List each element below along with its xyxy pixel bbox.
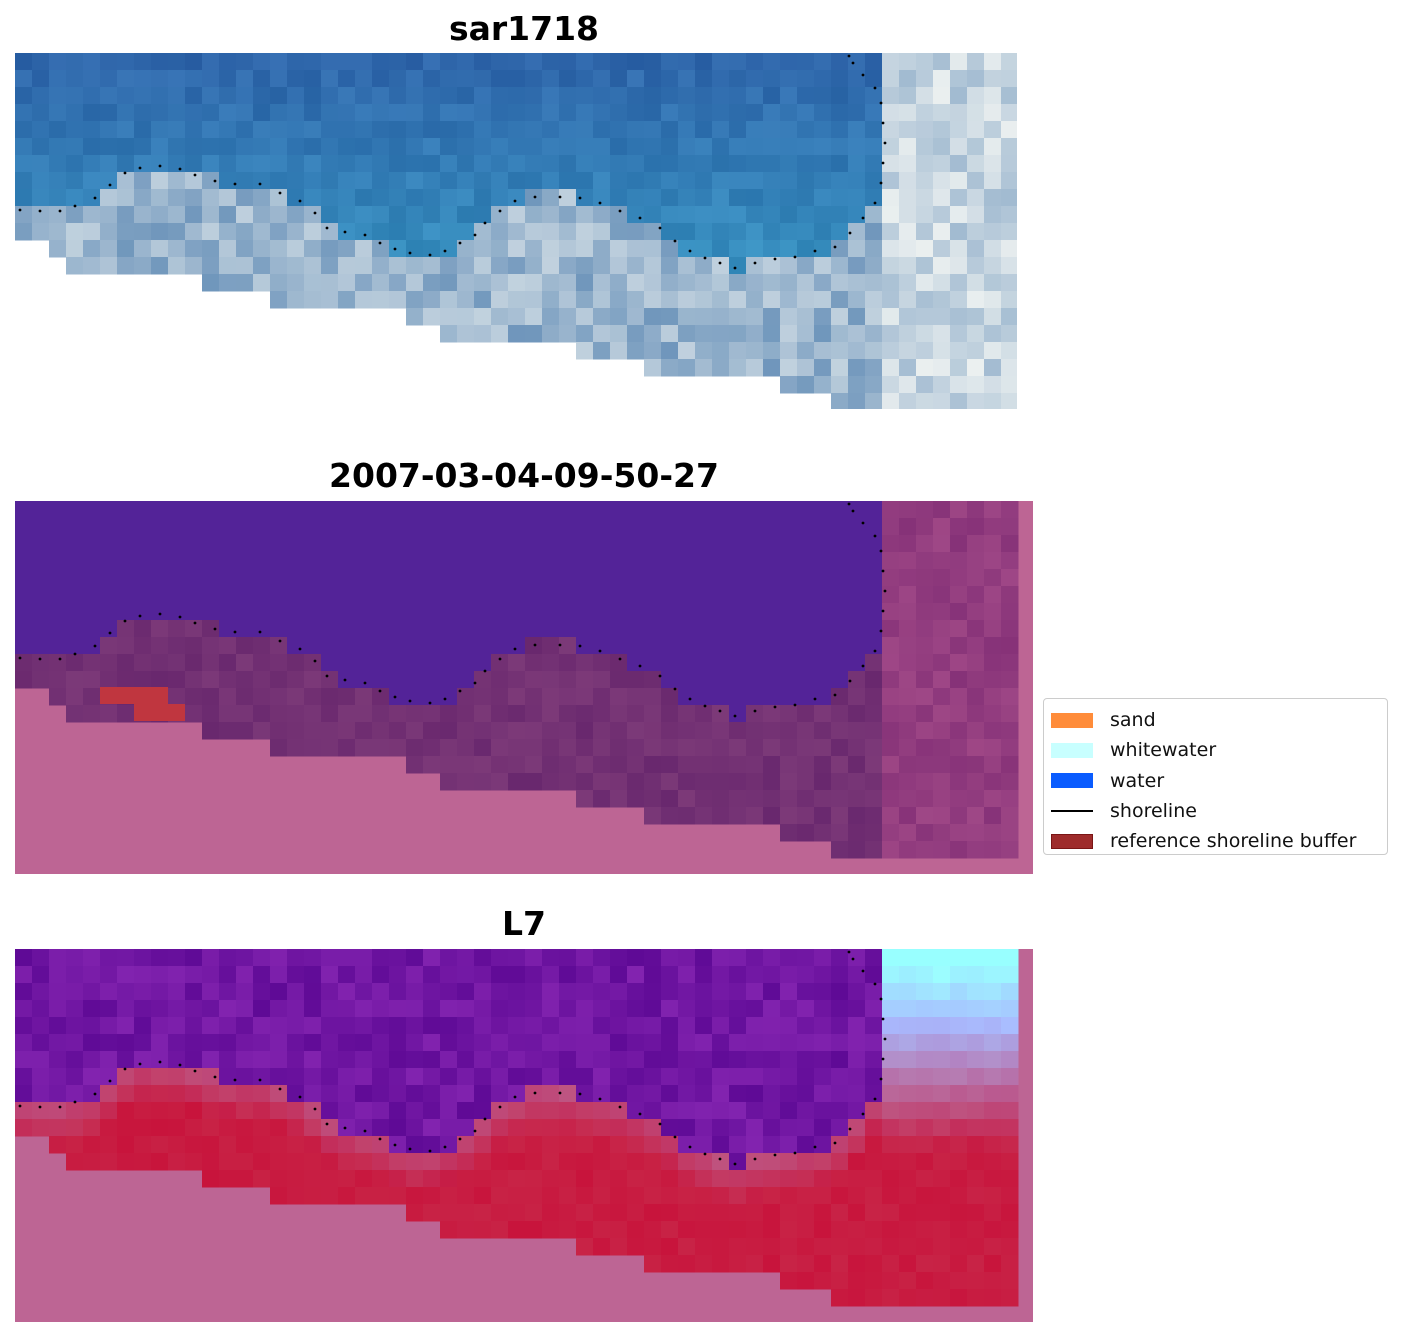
water-swatch: [1051, 773, 1093, 789]
sand-swatch: [1051, 712, 1093, 728]
reference-buffer-patch: [134, 704, 185, 721]
legend-item-reference-buffer: reference shoreline buffer: [1051, 826, 1387, 856]
shoreline-dots: [18, 950, 887, 1166]
shoreline-dots: [18, 54, 887, 270]
classified-image-panel: [15, 501, 1033, 874]
panel-title-1: sar1718: [448, 9, 600, 48]
legend-item-sand: sand: [1051, 705, 1387, 735]
legend-item-shoreline: shoreline: [1051, 796, 1387, 826]
shoreline-dots: [18, 502, 887, 718]
legend: sand whitewater water shoreline referenc…: [1043, 698, 1388, 855]
legend-label-reference-buffer: reference shoreline buffer: [1110, 830, 1357, 853]
legend-item-whitewater: whitewater: [1051, 735, 1387, 765]
whitewater-swatch: [1051, 742, 1093, 758]
shoreline-line-swatch: [1051, 810, 1093, 813]
legend-label-whitewater: whitewater: [1110, 739, 1217, 762]
legend-label-shoreline: shoreline: [1110, 800, 1197, 823]
panel-title-2: 2007-03-04-09-50-27: [329, 456, 719, 495]
raster-cells: [15, 501, 1033, 874]
panel-title-3: L7: [502, 904, 546, 943]
legend-item-water: water: [1051, 766, 1387, 796]
legend-label-water: water: [1110, 769, 1165, 792]
raster-cells: [15, 949, 1033, 1322]
rgb-image-panel: [15, 53, 1017, 409]
index-image-panel: [15, 949, 1033, 1322]
raster-cells: [15, 53, 1017, 409]
reference-buffer-swatch: [1051, 833, 1093, 849]
legend-label-sand: sand: [1110, 709, 1156, 732]
reference-buffer-patch: [100, 687, 168, 704]
